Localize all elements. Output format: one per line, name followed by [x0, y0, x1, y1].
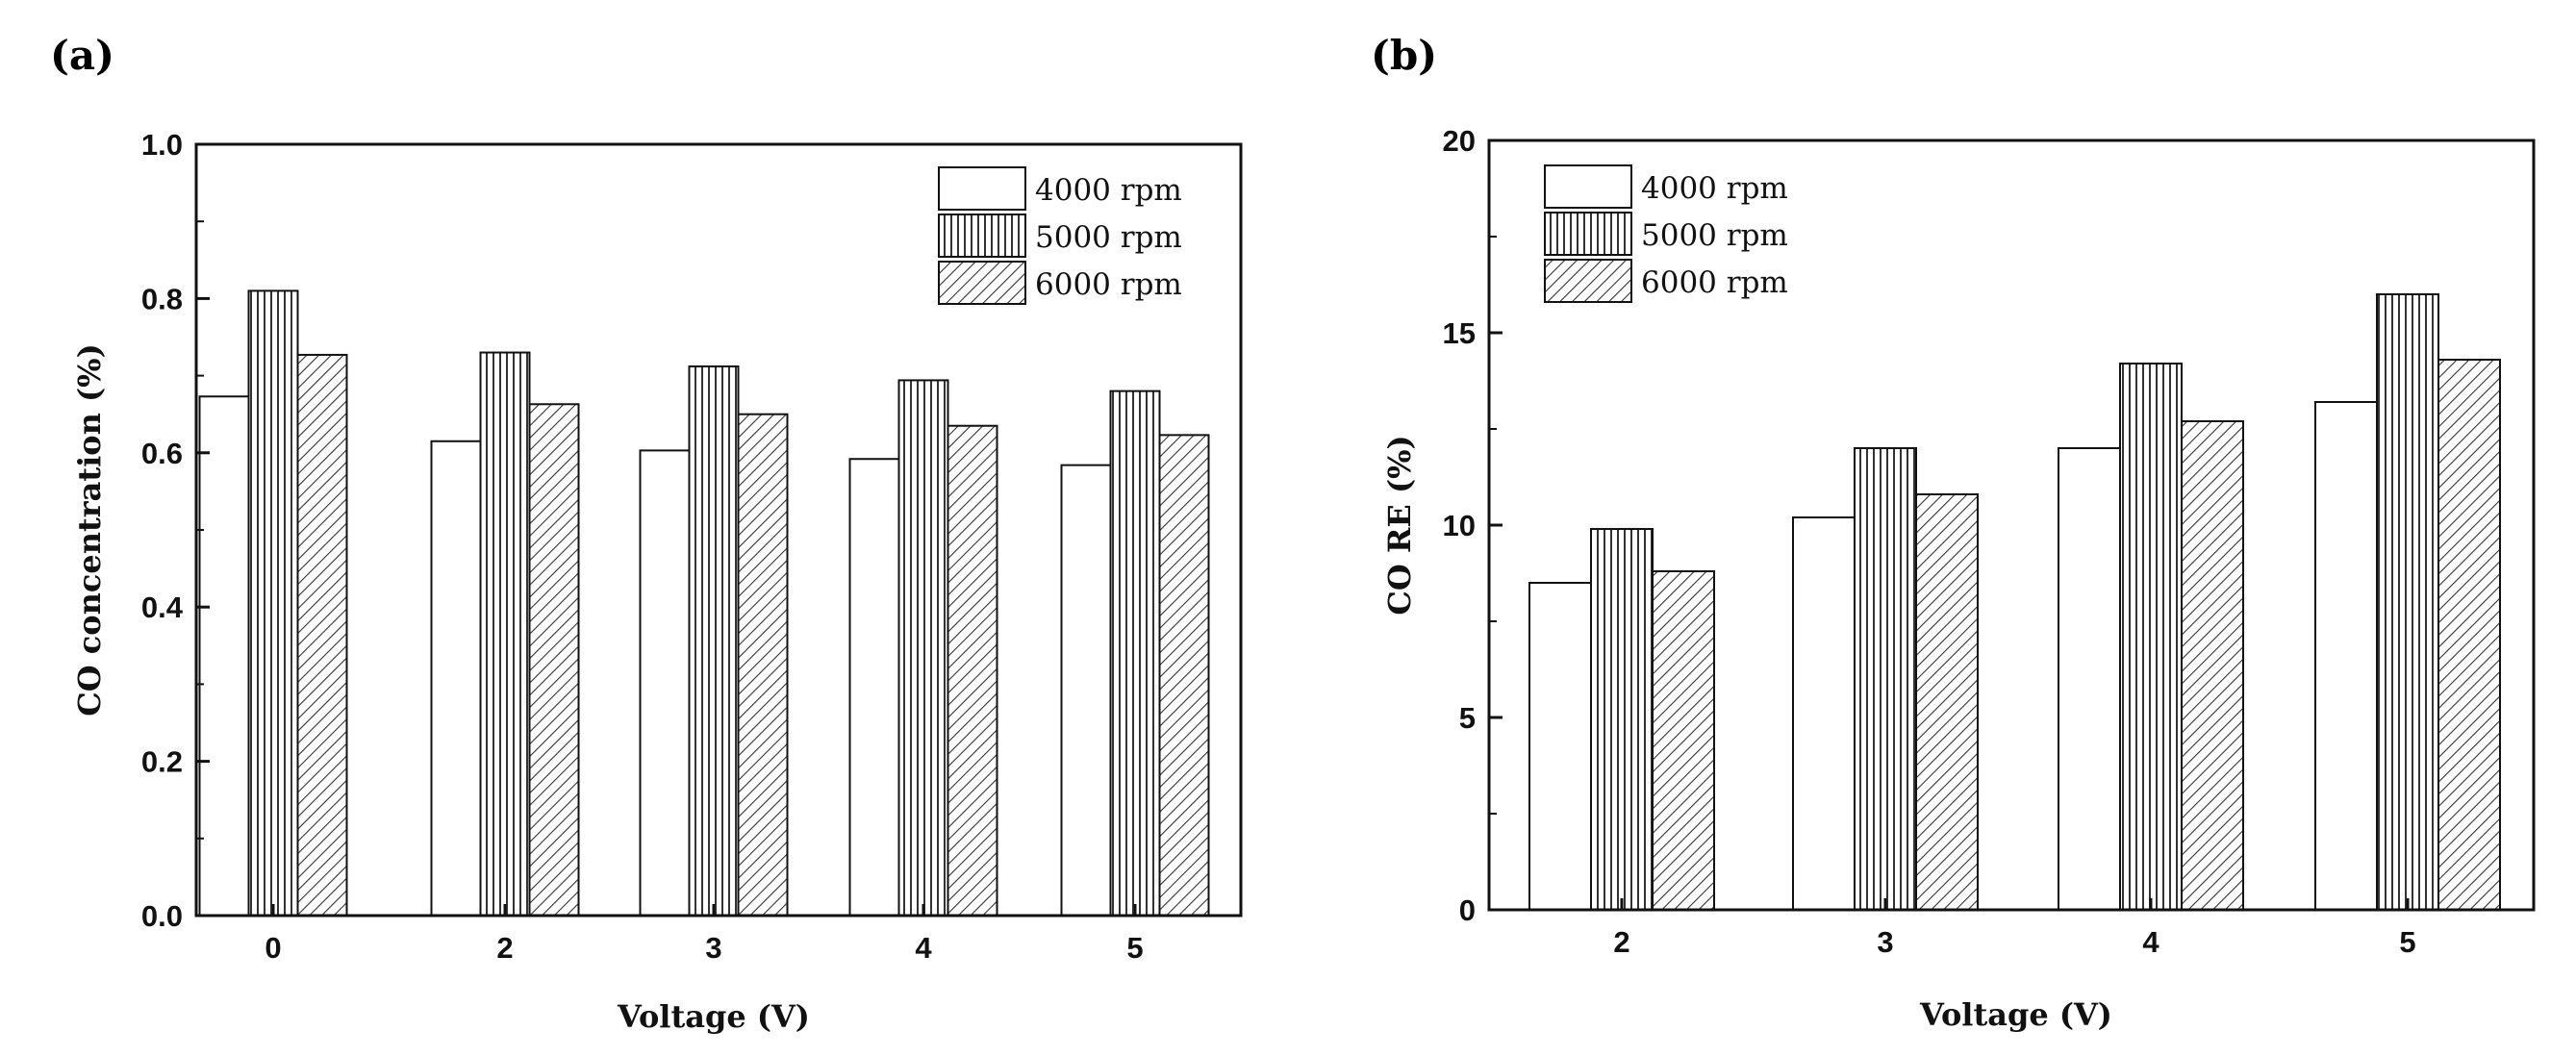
x-tick-label-a-3: 4	[915, 931, 932, 965]
chart-a-y-axis-title: CO concentration (%)	[71, 343, 108, 716]
bar-b-5000-rpm-v3	[1854, 447, 1917, 911]
y-tick-label-a-0: 0.0	[141, 899, 183, 933]
bar-a-5000-rpm-v4	[897, 379, 949, 917]
bar-b-5000-rpm-v4	[2119, 363, 2183, 911]
legend-label-a-5000-rpm: 5000 rpm	[1035, 220, 1182, 255]
chart-a-bars	[198, 289, 1210, 918]
chart-b-bars	[1528, 293, 2501, 911]
bar-b-5000-rpm-v2	[1590, 528, 1654, 911]
legend-label-b-4000-rpm: 4000 rpm	[1641, 171, 1788, 206]
bar-a-4000-rpm-v2	[430, 440, 482, 917]
y-tick-label-a-2: 0.4	[141, 591, 184, 624]
bar-a-5000-rpm-v0	[247, 289, 299, 917]
y-tick-label-a-3: 0.6	[141, 437, 183, 470]
bar-a-4000-rpm-v0	[198, 395, 250, 917]
bar-a-4000-rpm-v3	[639, 449, 691, 917]
bar-b-4000-rpm-v5	[2314, 401, 2378, 911]
panel-label-a: (a)	[50, 32, 114, 79]
x-tick-label-a-1: 2	[496, 931, 513, 965]
legend-swatch-a-5000-rpm	[938, 214, 1026, 258]
bar-a-6000-rpm-v4	[947, 424, 998, 917]
y-tick-label-b-1: 5	[1459, 701, 1476, 735]
bar-a-5000-rpm-v2	[479, 351, 531, 918]
legend-label-a-6000-rpm: 6000 rpm	[1035, 267, 1182, 302]
y-tick-label-a-4: 0.8	[141, 282, 183, 315]
legend-swatch-a-6000-rpm	[938, 261, 1026, 305]
bar-b-6000-rpm-v4	[2181, 420, 2244, 911]
legend-swatch-b-6000-rpm	[1544, 259, 1632, 303]
chart-b-y-axis: 0 5 10 15 20	[1443, 124, 1503, 927]
legend-swatch-b-4000-rpm	[1544, 164, 1632, 209]
bar-b-6000-rpm-v5	[2437, 359, 2501, 911]
y-tick-label-a-5: 1.0	[141, 128, 183, 162]
x-tick-label-b-1: 3	[1877, 925, 1893, 959]
chart-a-legend: 4000 rpm 5000 rpm 6000 rpm	[938, 166, 1182, 305]
bar-b-4000-rpm-v3	[1792, 516, 1856, 911]
legend-label-a-4000-rpm: 4000 rpm	[1035, 173, 1182, 208]
legend-label-b-6000-rpm: 6000 rpm	[1641, 265, 1788, 300]
legend-swatch-b-5000-rpm	[1544, 212, 1632, 256]
chart-b-x-axis-title: Voltage (V)	[1919, 996, 2112, 1033]
x-tick-label-b-2: 4	[2142, 925, 2159, 959]
chart-b-y-axis-title: CO RE (%)	[1381, 435, 1418, 615]
chart-a-x-axis: 0 2 3 4 5	[265, 904, 1144, 965]
bar-a-4000-rpm-v4	[848, 458, 900, 917]
chart-a-x-axis-title: Voltage (V)	[617, 998, 810, 1035]
y-tick-label-b-2: 10	[1443, 509, 1476, 542]
chart-b-x-axis: 2 3 4 5	[1613, 898, 2416, 959]
x-tick-label-a-0: 0	[265, 931, 281, 965]
x-tick-label-b-3: 5	[2399, 925, 2415, 959]
y-tick-label-b-0: 0	[1459, 893, 1476, 927]
bar-a-6000-rpm-v5	[1158, 434, 1210, 917]
x-tick-label-a-2: 3	[705, 931, 721, 965]
bar-a-6000-rpm-v0	[296, 353, 348, 918]
bar-b-4000-rpm-v4	[2058, 447, 2121, 911]
y-tick-label-a-1: 0.2	[141, 745, 183, 779]
y-tick-label-b-4: 20	[1443, 124, 1476, 158]
y-tick-label-b-3: 15	[1443, 316, 1476, 350]
bar-a-5000-rpm-v3	[688, 365, 740, 917]
chart-panel-a: (a) 0.0 0.2 0.4 0.6 0.8 1.0 0 2 3 4 5 Voltage (V)…	[50, 32, 1243, 1035]
bar-b-4000-rpm-v2	[1528, 582, 1592, 911]
x-tick-label-a-4: 5	[1126, 931, 1143, 965]
bar-a-6000-rpm-v2	[528, 403, 580, 917]
chart-b-legend: 4000 rpm 5000 rpm 6000 rpm	[1544, 164, 1788, 303]
bar-b-6000-rpm-v2	[1652, 570, 1715, 911]
panel-label-b: (b)	[1371, 32, 1437, 79]
legend-swatch-a-4000-rpm	[938, 166, 1026, 211]
bar-b-6000-rpm-v3	[1915, 493, 1979, 911]
bar-a-6000-rpm-v3	[737, 413, 789, 917]
x-tick-label-b-0: 2	[1613, 925, 1629, 959]
bar-a-5000-rpm-v5	[1109, 390, 1161, 917]
legend-label-b-5000-rpm: 5000 rpm	[1641, 218, 1788, 253]
bar-b-5000-rpm-v5	[2376, 293, 2439, 911]
chart-a-y-axis: 0.0 0.2 0.4 0.6 0.8 1.0	[141, 128, 210, 933]
bar-a-4000-rpm-v5	[1060, 464, 1112, 917]
